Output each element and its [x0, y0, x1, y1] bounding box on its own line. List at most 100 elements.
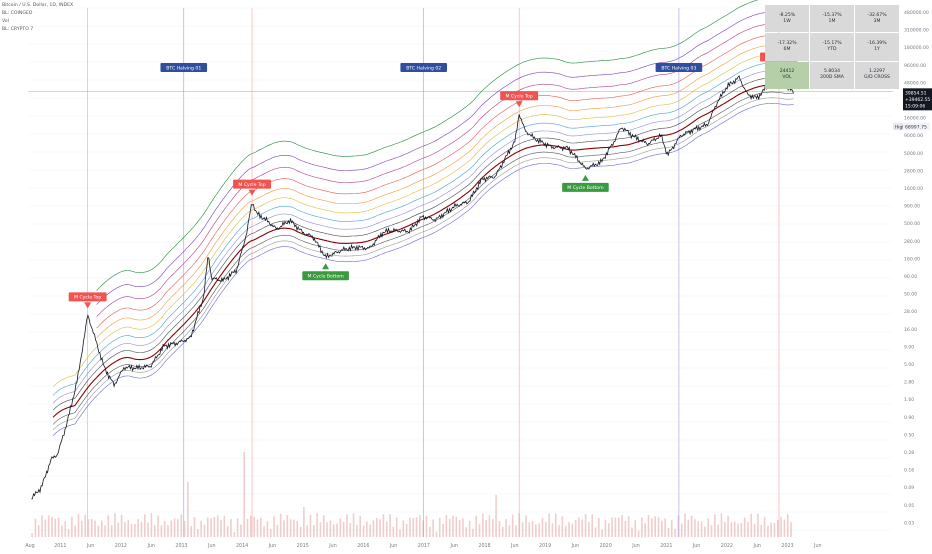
time-axis[interactable]: Aug 2011 Jun 2012 Jun 2013 Jun 2014 Jun 2015 Jun 20…: [25, 543, 821, 549]
symbol-legend[interactable]: Bitcoin / U.S. Dollar, 1D, INDEX BL: COI…: [2, 2, 73, 34]
volume-bar: [727, 515, 729, 537]
cycle-top-label-text[interactable]: M Cycle Top: [74, 295, 101, 301]
price-tick-label: 160.00: [904, 256, 920, 262]
cycle-bottom-label-text[interactable]: M Cycle Bottom: [567, 185, 604, 191]
cycle-bottom-label-box[interactable]: [302, 271, 349, 281]
halving-label-text[interactable]: BTC Halving 03: [661, 65, 696, 71]
volume-bar: [485, 520, 487, 537]
indicator-label-3[interactable]: BL: CRYPTO 7: [2, 27, 34, 32]
volume-bar: [773, 523, 776, 537]
stat-value: -15.17%: [822, 40, 842, 46]
volume-bar: [783, 519, 786, 537]
volume-bar: [511, 514, 514, 537]
stat-label: 3M: [873, 18, 881, 24]
volume-bar: [501, 526, 504, 537]
volume-bar: [216, 515, 219, 537]
time-tick-label: Jun: [813, 543, 822, 549]
volume-bar: [100, 520, 103, 537]
volume-bar: [319, 522, 322, 537]
volume-bar: [538, 523, 540, 537]
volume-bar: [200, 520, 202, 537]
volume-bar: [670, 520, 673, 537]
volume-bar: [733, 521, 736, 537]
cycle-top-label-text[interactable]: M Cycle Top: [238, 182, 265, 188]
cycle-bottom-label-box[interactable]: [562, 182, 609, 192]
volume-bar: [707, 518, 710, 537]
price-tick-label: 16.00: [904, 327, 917, 333]
volume-bar: [326, 522, 328, 537]
indicator-label-2[interactable]: Vol: [2, 19, 9, 24]
volume-bar: [296, 520, 299, 537]
time-tick-label: 2013: [175, 543, 187, 549]
volume-bar: [584, 514, 587, 537]
price-tick-label: 900.00: [904, 204, 920, 210]
time-tick-label: 2021: [660, 543, 672, 549]
volume-bar: [730, 522, 733, 537]
volume-bar: [127, 519, 130, 537]
stat-value: -17.32%: [777, 40, 797, 46]
volume-bar: [607, 523, 610, 537]
volume-bar: [634, 519, 637, 537]
indicator-label-1[interactable]: BL: COINGEO: [2, 11, 33, 16]
halving-label-text[interactable]: BTC Halving 01: [166, 65, 201, 71]
cycle-bottom-label-text[interactable]: M Cycle Bottom: [307, 274, 344, 280]
cycle-top-label-box[interactable]: [233, 179, 271, 189]
volume-bar: [329, 520, 332, 537]
volume-bar: [525, 515, 527, 537]
stat-label: YTD: [827, 46, 837, 52]
halving-label-box[interactable]: [655, 63, 703, 72]
envelope-band: [52, 97, 794, 431]
volume-bar: [147, 522, 149, 537]
cycle-top-label-box[interactable]: [500, 91, 539, 101]
volume-bar: [339, 518, 342, 537]
volume-bar: [206, 517, 209, 537]
volume-bar: [273, 516, 275, 537]
high-badge: [893, 123, 903, 130]
volume-bar: [551, 523, 554, 537]
volume-bar: [107, 515, 110, 537]
volume-bar: [246, 519, 249, 537]
cycle-bottom-arrow: [581, 174, 589, 181]
price-axis[interactable]: 480000.00 310000.00 180000.00 96000.00 48000…: [893, 10, 932, 526]
time-tick-label: Jun: [449, 543, 458, 549]
volume-bar: [458, 520, 461, 537]
time-tick-label: 2022: [721, 543, 733, 549]
cycle-top-label-box[interactable]: [68, 292, 107, 302]
time-tick-label: 2014: [236, 543, 248, 549]
volume-bar: [621, 515, 623, 537]
volume-bar: [77, 513, 80, 537]
markers-layer[interactable]: BTC Halving 01 BTC Halving 02 BTC Halving …: [68, 52, 798, 309]
volume-bar: [51, 516, 53, 537]
volume-bar: [183, 521, 186, 537]
volume-bar: [753, 523, 756, 537]
halving-label-text[interactable]: BTC Halving 02: [406, 65, 441, 71]
volume-bar: [382, 514, 385, 537]
volume-bar: [528, 522, 531, 537]
price-tick-label: 28.00: [904, 309, 917, 315]
stat-label: G/D CROSS: [864, 75, 890, 81]
volume-bar: [478, 524, 481, 537]
volume-bar: [647, 515, 650, 537]
volume-bar: [359, 515, 362, 537]
time-tick-label: Jun: [571, 543, 580, 549]
volume-bar: [777, 519, 779, 537]
volume-bar: [276, 524, 279, 537]
halving-label-box[interactable]: [400, 63, 448, 72]
volume-bar: [684, 513, 686, 537]
volume-bar: [97, 525, 100, 537]
price-series-line[interactable]: [31, 73, 794, 500]
time-tick-label: 2023: [781, 543, 793, 549]
volume-bar: [289, 519, 292, 537]
volume-bar: [346, 514, 348, 537]
stat-cell-1m: -15.37% 1M: [810, 5, 854, 33]
volume-bar: [611, 517, 613, 537]
cycle-top-label-text[interactable]: M Cycle Top: [506, 94, 533, 100]
volume-bar: [594, 527, 597, 537]
symbol-title[interactable]: Bitcoin / U.S. Dollar, 1D, INDEX: [2, 3, 74, 8]
envelope-band: [96, 35, 794, 329]
halving-label-box[interactable]: [160, 63, 208, 72]
volume-bar: [472, 528, 474, 537]
volume-bar: [687, 519, 690, 537]
